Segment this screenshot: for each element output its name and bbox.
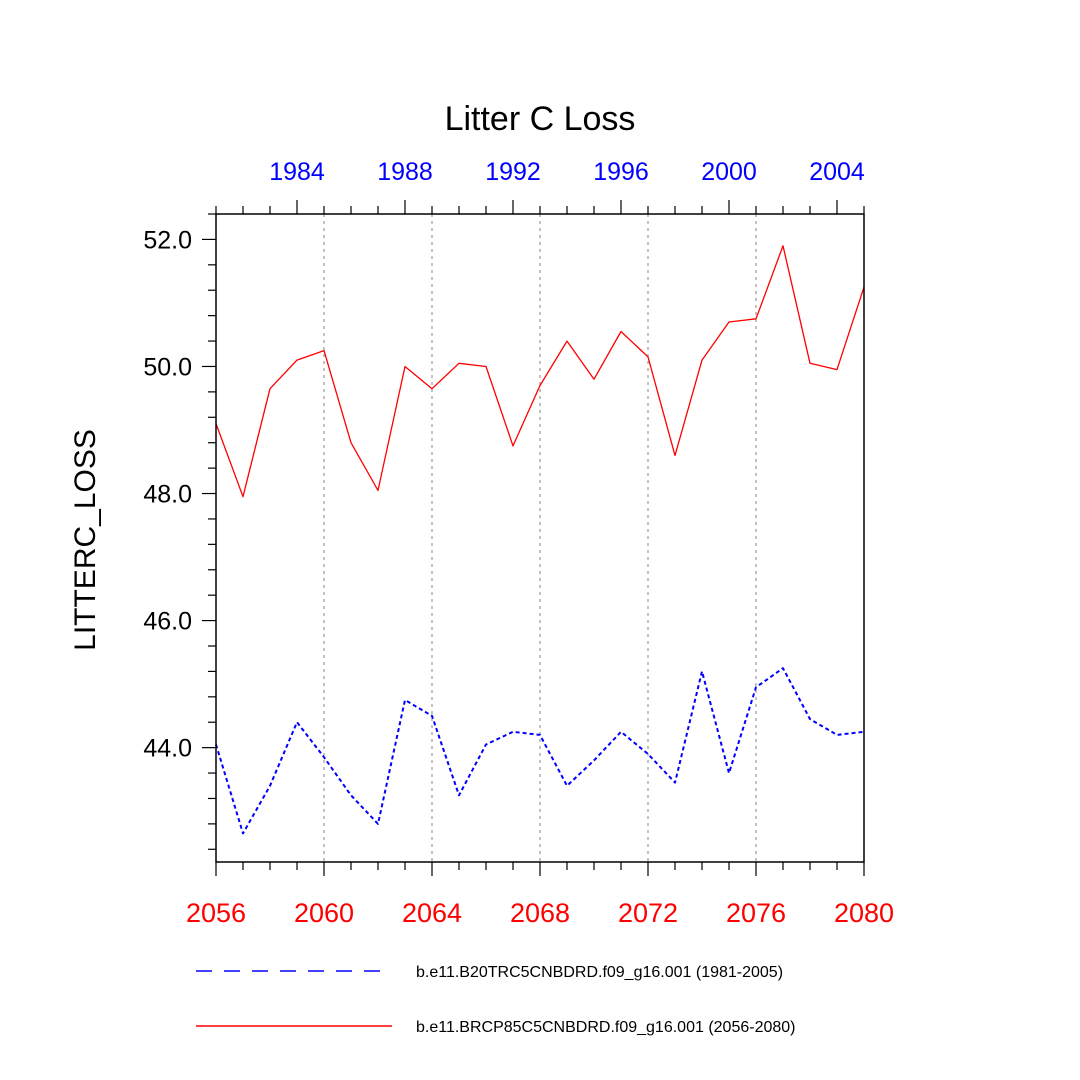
x-bottom-tick-label: 2056 <box>186 898 246 928</box>
y-tick-label: 48.0 <box>143 481 192 509</box>
grid-lines <box>323 214 757 862</box>
x-top-tick-label: 2000 <box>701 158 757 186</box>
chart-title: Litter C Loss <box>445 100 636 138</box>
y-tick-labels: 44.0 46.0 48.0 50.0 52.0 <box>143 226 192 762</box>
x-top-tick-label: 1984 <box>269 158 325 186</box>
x-top-tick-label: 1996 <box>593 158 649 186</box>
series-layer <box>215 245 865 835</box>
x-bottom-tick-label: 2072 <box>618 898 678 928</box>
legend-label-future: b.e11.BRCP85C5CNBDRD.f09_g16.001 (2056-2… <box>416 1019 795 1036</box>
x-bottom-tick-label: 2080 <box>834 898 894 928</box>
x-bottom-tick-label: 2060 <box>294 898 354 928</box>
legend: b.e11.B20TRC5CNBDRD.f09_g16.001 (1981-20… <box>196 964 795 1036</box>
series-line-hist <box>215 667 865 835</box>
x-top-tick-label: 2004 <box>809 158 865 186</box>
axis-ticks <box>202 200 865 876</box>
x-top-tick-labels: 1984 1988 1992 1996 2000 2004 <box>269 158 865 186</box>
legend-label-hist: b.e11.B20TRC5CNBDRD.f09_g16.001 (1981-20… <box>416 964 783 981</box>
x-bottom-tick-label: 2068 <box>510 898 570 928</box>
x-top-tick-label: 1992 <box>485 158 541 186</box>
y-tick-label: 50.0 <box>143 353 192 381</box>
series-line-future <box>215 245 865 498</box>
x-top-tick-label: 1988 <box>377 158 433 186</box>
y-tick-label: 46.0 <box>143 608 192 636</box>
x-bottom-tick-label: 2064 <box>402 898 462 928</box>
x-bottom-tick-labels: 2056 2060 2064 2068 2072 2076 2080 <box>186 898 894 928</box>
x-bottom-tick-label: 2076 <box>726 898 786 928</box>
y-axis-label: LITTERC_LOSS <box>69 429 102 651</box>
y-tick-label: 44.0 <box>143 735 192 763</box>
y-tick-label: 52.0 <box>143 226 192 254</box>
